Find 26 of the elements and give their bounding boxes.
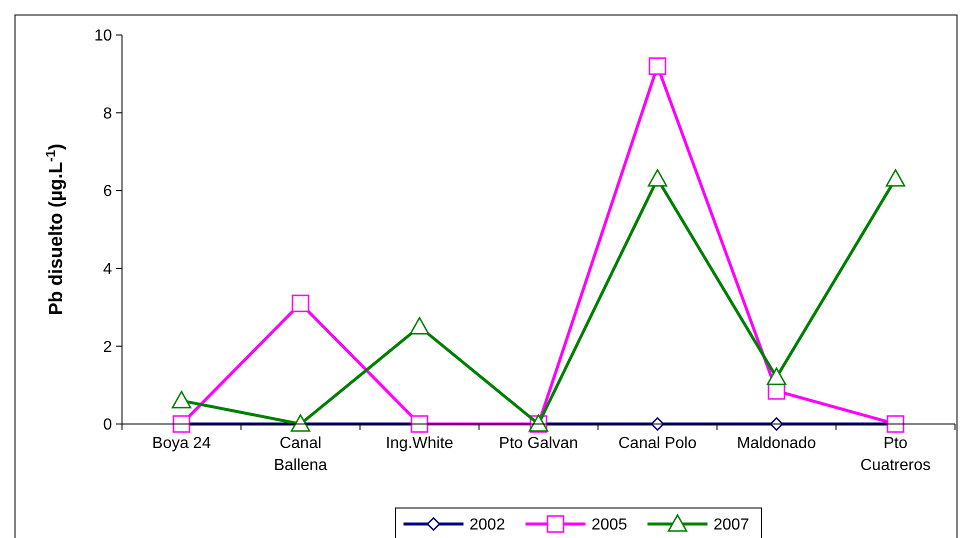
point <box>172 390 192 408</box>
y-tick-label: 4 <box>103 261 112 278</box>
y-tick-label: 0 <box>103 416 112 434</box>
legend-label: 2005 <box>592 516 628 534</box>
point <box>648 169 668 187</box>
x-tick-label: Boya 24 <box>152 435 211 452</box>
x-tick-label: Pto Galvan <box>498 435 578 452</box>
point <box>292 294 310 312</box>
legend-label: 2002 <box>470 516 506 534</box>
point <box>770 417 784 431</box>
y-tick-label: 10 <box>94 28 112 45</box>
point <box>290 414 310 432</box>
point <box>886 169 906 187</box>
point <box>410 317 430 334</box>
y-tick-label: 8 <box>103 105 112 122</box>
x-tick-label: Pto Cuatreros <box>860 435 931 474</box>
x-tick-label: Canal Polo <box>618 435 697 452</box>
x-tick-label: Maldonado <box>736 435 816 452</box>
y-tick-label: 6 <box>103 183 112 200</box>
y-tick-label: 2 <box>103 338 112 356</box>
point <box>650 417 664 431</box>
point <box>648 57 666 75</box>
x-tick-label: Ing.White <box>386 435 454 452</box>
x-tick-label: Canal Ballena <box>274 435 328 474</box>
legend-label: 2007 <box>714 516 750 534</box>
point <box>766 368 786 386</box>
